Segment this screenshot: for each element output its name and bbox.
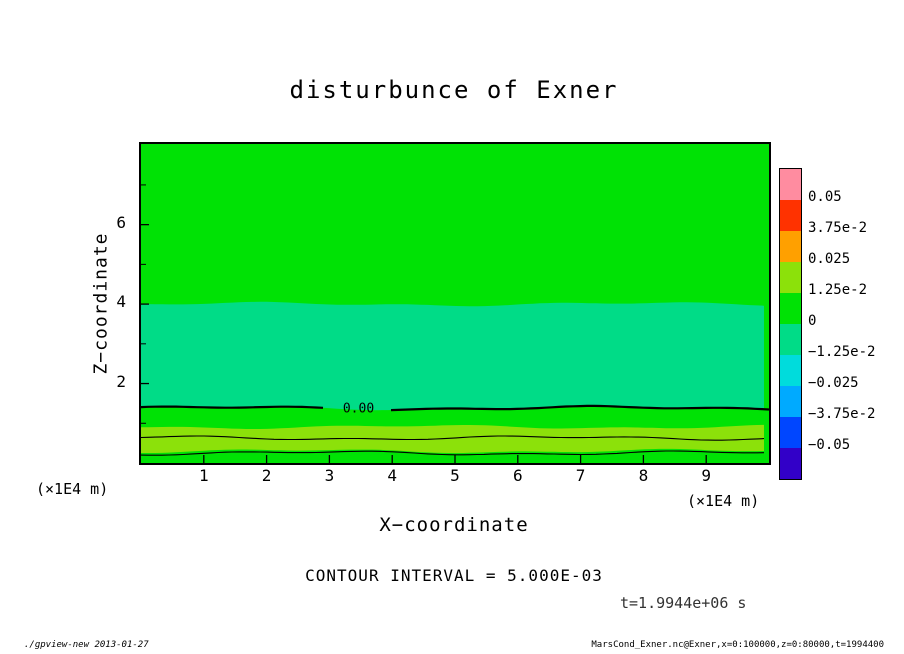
time-stamp-text: t=1.9944e+06 s [620, 594, 747, 612]
colorbar-segment [780, 448, 801, 479]
x-axis-unit: (×1E4 m) [687, 492, 760, 510]
colorbar-segment [780, 386, 801, 417]
colorbar-segment [780, 417, 801, 448]
colorbar-label: 0 [808, 313, 817, 329]
footer-tool-version: ./gpview-new 2013-01-27 [24, 640, 149, 650]
colorbar-segment [780, 324, 801, 355]
x-tick-label: 9 [701, 466, 712, 485]
colorbar-label: −1.25e-2 [808, 344, 876, 360]
contour-line [141, 405, 324, 409]
y-tick-label: 4 [116, 292, 126, 312]
x-tick-label: 5 [450, 466, 460, 485]
colorbar-label: −3.75e-2 [808, 406, 876, 422]
tone-band [141, 301, 764, 411]
colorbar-segment [780, 200, 801, 231]
contour-line [141, 435, 765, 441]
colorbar-label: −0.025 [808, 375, 859, 391]
x-tick-label: 7 [575, 466, 586, 485]
colorbar [779, 168, 802, 480]
x-axis-label: X−coordinate [379, 514, 529, 536]
y-tick-label: 2 [116, 371, 126, 391]
contour-line-label: 0.00 [343, 402, 374, 417]
colorbar-segment [780, 262, 801, 293]
colorbar-label: 0.05 [808, 189, 842, 205]
colorbar-label: 3.75e-2 [808, 220, 868, 236]
tone-band [141, 424, 764, 454]
x-tick-label: 3 [324, 466, 335, 485]
y-tick-label: 6 [116, 212, 126, 232]
colorbar-segment [780, 293, 801, 324]
plot-area: 0.00 [139, 142, 771, 465]
contour-line [141, 450, 765, 456]
contour-interval-text: CONTOUR INTERVAL = 5.000E-03 [305, 566, 603, 585]
x-tick-label: 4 [387, 466, 398, 485]
x-tick-label: 8 [638, 466, 649, 485]
footer-source-file: MarsCond_Exner.nc@Exner,x=0:100000,z=0:8… [591, 640, 884, 650]
colorbar-segment [780, 169, 801, 200]
colorbar-label: −0.05 [808, 437, 851, 453]
colorbar-segment [780, 355, 801, 386]
contour-line [390, 404, 769, 412]
x-tick-label: 6 [512, 466, 523, 485]
x-tick-label: 1 [198, 466, 209, 485]
y-axis-unit: (×1E4 m) [36, 480, 109, 498]
x-tick-label: 2 [261, 466, 272, 485]
contour-plot-canvas: 0.00 [141, 144, 769, 463]
colorbar-segment [780, 231, 801, 262]
colorbar-label: 0.025 [808, 251, 851, 267]
colorbar-label: 1.25e-2 [808, 282, 868, 298]
chart-title: disturbunce of Exner [289, 76, 619, 104]
